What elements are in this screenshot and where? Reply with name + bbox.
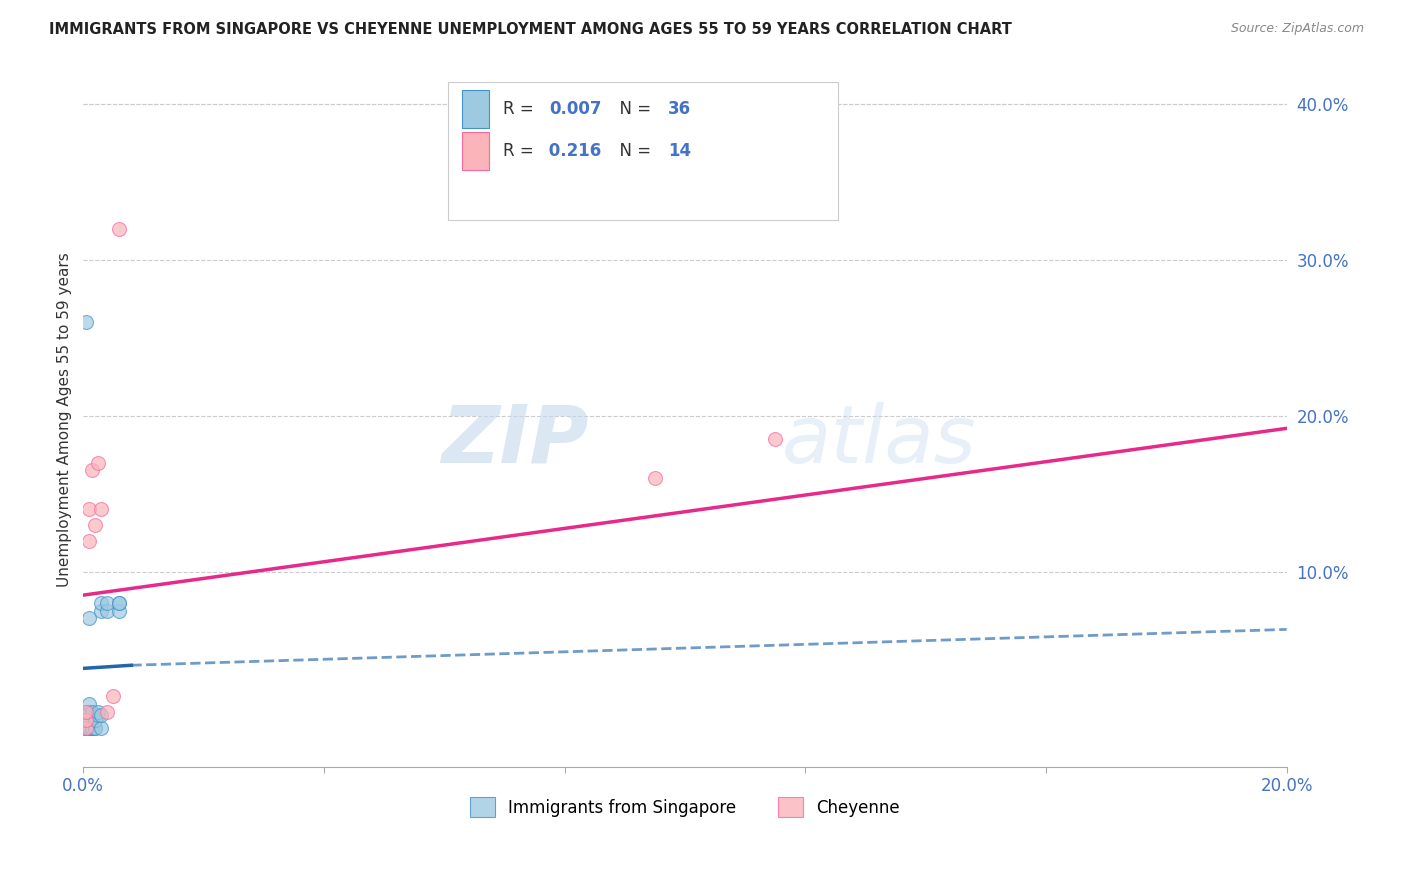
Point bbox=[87, 708, 110, 723]
Point bbox=[79, 713, 101, 727]
Text: R =: R = bbox=[503, 101, 540, 119]
Text: N =: N = bbox=[609, 142, 657, 160]
Point bbox=[79, 705, 101, 719]
Point bbox=[108, 604, 131, 618]
Point bbox=[96, 705, 118, 719]
Point bbox=[108, 596, 131, 610]
Point bbox=[84, 518, 107, 533]
Point bbox=[75, 315, 97, 329]
Bar bbox=[463, 132, 489, 170]
Point bbox=[90, 708, 112, 723]
Point bbox=[103, 690, 125, 704]
Point bbox=[79, 533, 101, 548]
Point bbox=[108, 222, 131, 236]
Point bbox=[84, 713, 107, 727]
Text: IMMIGRANTS FROM SINGAPORE VS CHEYENNE UNEMPLOYMENT AMONG AGES 55 TO 59 YEARS COR: IMMIGRANTS FROM SINGAPORE VS CHEYENNE UN… bbox=[49, 22, 1012, 37]
Point bbox=[87, 456, 110, 470]
Point bbox=[75, 721, 97, 735]
Point bbox=[79, 697, 101, 711]
Text: 0.007: 0.007 bbox=[548, 101, 602, 119]
Point bbox=[75, 721, 97, 735]
Point bbox=[75, 721, 97, 735]
Point bbox=[82, 705, 104, 719]
Point bbox=[82, 721, 104, 735]
Point bbox=[84, 713, 107, 727]
Text: 0.216: 0.216 bbox=[543, 142, 602, 160]
Point bbox=[75, 713, 97, 727]
Text: Source: ZipAtlas.com: Source: ZipAtlas.com bbox=[1230, 22, 1364, 36]
Point bbox=[763, 432, 786, 446]
Point bbox=[75, 721, 97, 735]
Point bbox=[82, 463, 104, 477]
FancyBboxPatch shape bbox=[449, 82, 838, 220]
Text: ZIP: ZIP bbox=[441, 401, 589, 480]
Point bbox=[644, 471, 666, 485]
Point bbox=[79, 721, 101, 735]
Point bbox=[75, 713, 97, 727]
Text: N =: N = bbox=[609, 101, 657, 119]
Text: atlas: atlas bbox=[782, 401, 976, 480]
Point bbox=[96, 596, 118, 610]
Point bbox=[75, 713, 97, 727]
Point bbox=[90, 721, 112, 735]
Text: 14: 14 bbox=[668, 142, 692, 160]
Point bbox=[75, 721, 97, 735]
Point bbox=[90, 596, 112, 610]
Point bbox=[96, 604, 118, 618]
Point bbox=[79, 713, 101, 727]
Point bbox=[79, 721, 101, 735]
Point bbox=[82, 721, 104, 735]
Point bbox=[108, 596, 131, 610]
Point bbox=[87, 705, 110, 719]
Point bbox=[90, 604, 112, 618]
Point bbox=[79, 611, 101, 625]
Point bbox=[75, 721, 97, 735]
Text: 36: 36 bbox=[668, 101, 692, 119]
Point bbox=[90, 502, 112, 516]
Legend: Immigrants from Singapore, Cheyenne: Immigrants from Singapore, Cheyenne bbox=[463, 790, 907, 824]
Point bbox=[75, 708, 97, 723]
Text: R =: R = bbox=[503, 142, 540, 160]
Point bbox=[84, 721, 107, 735]
Point bbox=[79, 705, 101, 719]
Point bbox=[75, 705, 97, 719]
Point bbox=[79, 721, 101, 735]
Y-axis label: Unemployment Among Ages 55 to 59 years: Unemployment Among Ages 55 to 59 years bbox=[58, 252, 72, 587]
Bar bbox=[463, 90, 489, 128]
Point bbox=[84, 721, 107, 735]
Point bbox=[79, 502, 101, 516]
